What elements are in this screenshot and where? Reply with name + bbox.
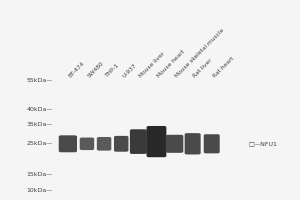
Text: Mouse skeletal muscle: Mouse skeletal muscle xyxy=(175,27,226,78)
FancyBboxPatch shape xyxy=(166,135,183,153)
FancyBboxPatch shape xyxy=(204,134,220,153)
FancyBboxPatch shape xyxy=(114,136,128,152)
Text: □—NFU1: □—NFU1 xyxy=(248,141,277,146)
FancyBboxPatch shape xyxy=(147,126,166,157)
FancyBboxPatch shape xyxy=(185,133,201,154)
Text: 10kDa—: 10kDa— xyxy=(27,188,53,192)
Text: 35kDa—: 35kDa— xyxy=(26,122,53,127)
Text: Rat liver: Rat liver xyxy=(193,57,214,78)
Text: 55kDa—: 55kDa— xyxy=(27,77,53,82)
Text: 40kDa—: 40kDa— xyxy=(26,107,53,112)
FancyBboxPatch shape xyxy=(97,137,111,151)
Text: SW480: SW480 xyxy=(87,60,105,78)
FancyBboxPatch shape xyxy=(59,135,77,152)
Text: Rat heart: Rat heart xyxy=(212,56,235,78)
Text: BT-474: BT-474 xyxy=(68,60,86,78)
Text: U-937: U-937 xyxy=(121,62,137,78)
FancyBboxPatch shape xyxy=(130,129,147,154)
FancyBboxPatch shape xyxy=(80,138,94,150)
Text: THP-1: THP-1 xyxy=(104,63,120,78)
Text: Mouse heart: Mouse heart xyxy=(157,49,186,78)
Text: 15kDa—: 15kDa— xyxy=(27,172,53,177)
Text: 25kDa—: 25kDa— xyxy=(26,141,53,146)
Text: Mouse liver: Mouse liver xyxy=(138,51,166,78)
